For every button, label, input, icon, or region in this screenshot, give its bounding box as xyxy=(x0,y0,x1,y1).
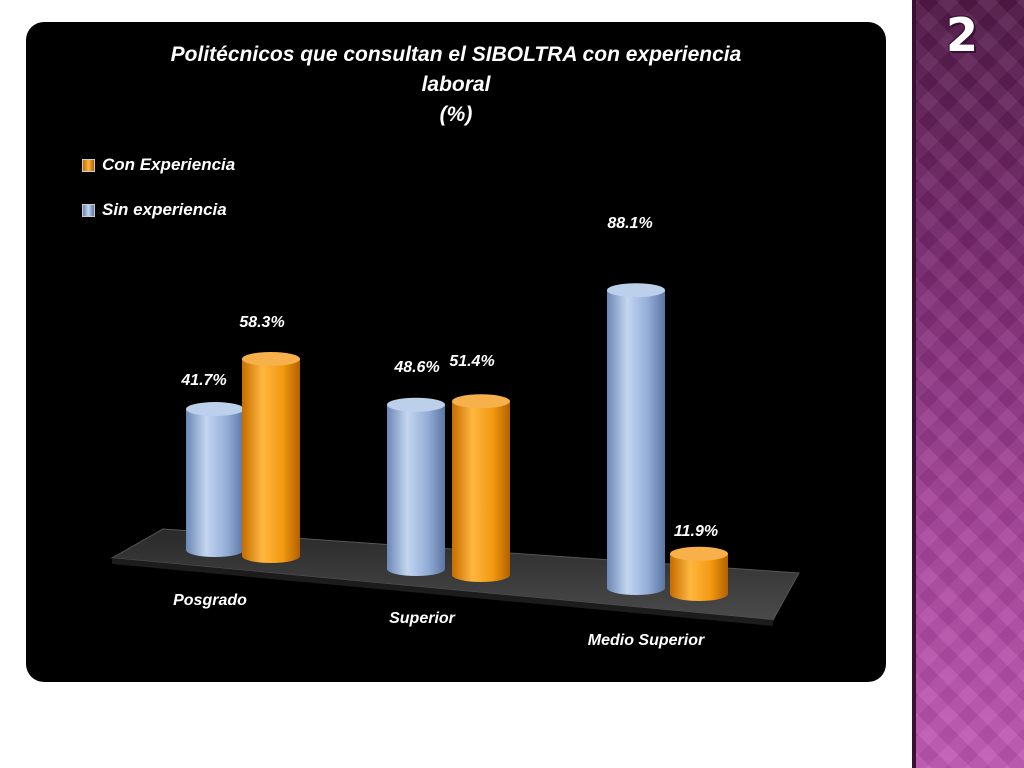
bar-body xyxy=(607,290,665,595)
bar-body xyxy=(387,404,445,576)
chart-panel: Politécnicos que consultan el SIBOLTRA c… xyxy=(26,22,886,682)
slide-number: 2 xyxy=(945,8,978,62)
category-label-posgrado: Posgrado xyxy=(173,592,247,609)
bar-top xyxy=(452,394,510,409)
chart-title: Politécnicos que consultan el SIBOLTRA c… xyxy=(136,40,776,130)
data-label-superior-con: 51.4% xyxy=(449,353,495,370)
bar-medio-superior-con-experiencia xyxy=(670,546,728,601)
legend-label-con-experiencia: Con Experiencia xyxy=(102,155,236,174)
data-label-posgrado-sin: 41.7% xyxy=(181,372,227,389)
bar-superior-con-experiencia xyxy=(452,394,510,582)
legend-swatch-con-experiencia xyxy=(82,158,95,172)
side-band-edge xyxy=(912,0,916,768)
category-label-medio-superior: Medio Superior xyxy=(587,632,705,649)
legend-swatch-sin-experiencia xyxy=(82,203,95,217)
chart-plot xyxy=(110,283,800,626)
bar-top xyxy=(670,546,728,561)
data-label-medio-superior-con: 11.9% xyxy=(673,523,719,540)
category-label-superior: Superior xyxy=(389,610,455,627)
data-label-superior-sin: 48.6% xyxy=(394,359,440,376)
bar-top xyxy=(186,402,244,417)
chart-title-line-3: (%) xyxy=(439,103,473,126)
bar-top xyxy=(607,283,665,298)
chart-title-line-1: Politécnicos que consultan el SIBOLTRA c… xyxy=(170,43,742,66)
bar-top xyxy=(387,397,445,412)
bar-superior-sin-experiencia xyxy=(387,397,445,576)
data-label-posgrado-con: 58.3% xyxy=(239,314,285,331)
legend-label-sin-experiencia: Sin experiencia xyxy=(102,200,227,219)
bar-body xyxy=(242,358,300,563)
bar-posgrado-sin-experiencia xyxy=(186,402,244,557)
legend-item-sin-experiencia: Sin experiencia xyxy=(82,199,227,221)
bar-body xyxy=(670,553,728,601)
bar-top xyxy=(242,351,300,366)
bar-body xyxy=(452,401,510,582)
decorative-side-band xyxy=(912,0,1024,768)
data-label-medio-superior-sin: 88.1% xyxy=(607,215,653,232)
chart-floor-edge xyxy=(112,558,773,626)
legend-item-con-experiencia: Con Experiencia xyxy=(82,154,235,176)
bar-medio-superior-sin-experiencia xyxy=(607,283,665,595)
bar-posgrado-con-experiencia xyxy=(242,351,300,563)
bar-body xyxy=(186,409,244,557)
bars-group xyxy=(186,283,728,601)
chart-title-line-2: laboral xyxy=(421,73,491,96)
